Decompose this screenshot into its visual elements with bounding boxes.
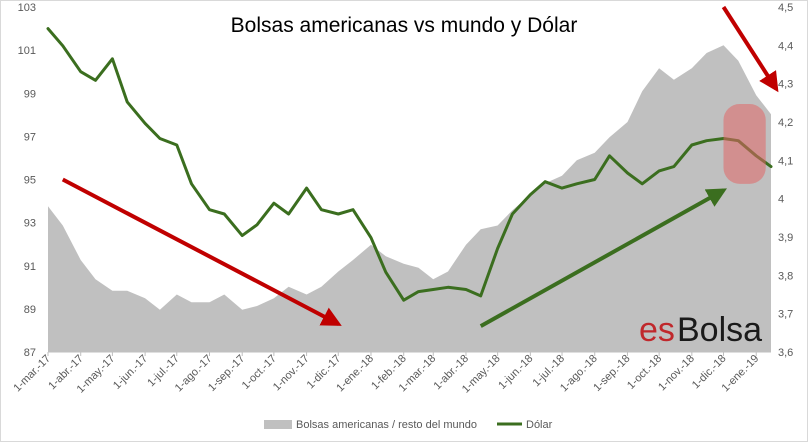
legend: Bolsas americanas / resto del mundo Dóla…	[264, 419, 553, 431]
y-left-tick-label: 89	[24, 304, 36, 316]
annotation-arrow	[479, 188, 727, 328]
series-line-dolar	[46, 27, 773, 302]
y-left-tick-label: 99	[24, 88, 36, 100]
line-layer	[46, 27, 773, 302]
y-left-tick-label: 97	[24, 131, 36, 143]
y-left-tick-label: 103	[18, 2, 36, 14]
y-left-tick-label: 95	[24, 175, 36, 187]
watermark-logo-es: es	[639, 311, 675, 349]
chart-title: Bolsas americanas vs mundo y Dólar	[231, 14, 578, 37]
y-right-tick-label: 3,7	[778, 309, 793, 321]
series-area-bolsas	[48, 45, 771, 353]
y-left-tick-label: 101	[18, 45, 36, 57]
y-left-tick-label: 93	[24, 218, 36, 230]
y-right-tick-label: 4,3	[778, 79, 793, 91]
annotation-arrow	[721, 5, 779, 93]
legend-label-dolar: Dólar	[526, 419, 553, 431]
y-left-tick-label: 91	[24, 261, 36, 273]
y-right-tick-label: 3,8	[778, 270, 793, 282]
watermark-logo: es Bolsa	[639, 311, 762, 349]
y-right-tick-label: 3,9	[778, 232, 793, 244]
y-right-tick-label: 4,2	[778, 117, 793, 129]
annotation-arrow	[61, 177, 342, 326]
y-right-tick-label: 4,5	[778, 2, 793, 14]
area-layer	[48, 45, 771, 353]
y-right-tick-label: 4,4	[778, 40, 793, 52]
y-right-tick-label: 3,6	[778, 347, 793, 359]
annotation-layer	[61, 5, 779, 328]
axes-layer: 87 89 91 93 95 97 99 101 103 3,6 3,7 3,8 3,9 4 4,1 4,2 4…	[18, 2, 794, 359]
legend-label-bolsas: Bolsas americanas / resto del mundo	[296, 419, 477, 431]
legend-swatch-bolsas	[264, 420, 292, 429]
watermark-logo-bolsa: Bolsa	[677, 311, 762, 349]
annotation-highlight	[723, 104, 766, 184]
y-right-tick-label: 4,1	[778, 155, 793, 167]
y-right-tick-label: 4	[778, 194, 784, 206]
y-left-tick-label: 87	[24, 347, 36, 359]
